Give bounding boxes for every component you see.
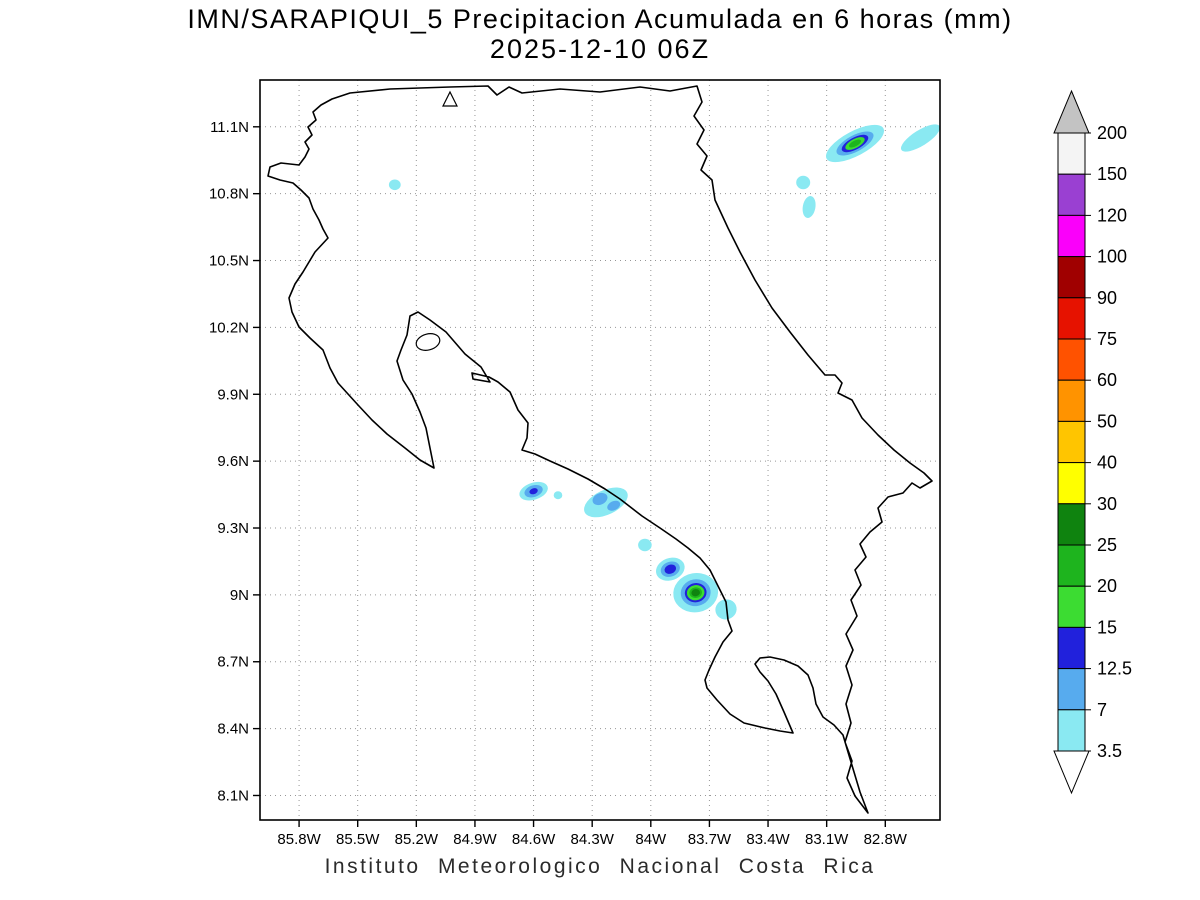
precip-cell-caribbean-coast-patch-b [802, 196, 816, 218]
precip-cell-caribbean-ne-cell [825, 124, 885, 163]
y-tick-label: 11.1N [210, 119, 249, 136]
colorbar-label: 60 [1097, 370, 1117, 390]
colorbar-label: 3.5 [1097, 741, 1122, 761]
colorbar-segment [1057, 503, 1086, 546]
x-tick-label: 84W [635, 831, 667, 848]
colorbar-segment [1057, 214, 1086, 258]
colorbar-segment [1057, 668, 1086, 711]
precip-ring-12.5mm [664, 564, 677, 574]
colorbar-label: 30 [1097, 494, 1117, 514]
x-tick-label: 84.9W [453, 831, 497, 848]
colorbar: 200 150 120 100 90 75 60 50 40 30 25 20 15 12.5 7 3.5 [1053, 89, 1132, 795]
x-tick-label: 85.5W [336, 831, 380, 848]
y-tick-label: 10.8N [209, 186, 249, 203]
colorbar-segment [1057, 585, 1086, 628]
y-tick-label: 8.4N [217, 721, 249, 738]
precip-ring-3.5mm [638, 538, 652, 552]
y-tick-label: 10.2N [209, 319, 249, 336]
costa-rica-coastline [267, 85, 933, 814]
precip-cell-guanacaste-dot [388, 179, 401, 191]
colorbar-label: 75 [1097, 329, 1117, 349]
colorbar-segment [1057, 338, 1086, 381]
colorbar-segment [1057, 420, 1086, 464]
colorbar-label: 50 [1097, 411, 1117, 431]
gulf-island-outline [415, 333, 441, 351]
y-tick-label: 9.9N [217, 386, 249, 403]
x-tick-label: 83.4W [746, 831, 790, 848]
colorbar-segment [1057, 379, 1086, 422]
x-tick-label: 83.7W [688, 831, 732, 848]
precip-layer [388, 124, 940, 620]
colorbar-label: 12.5 [1097, 659, 1132, 679]
precip-cell-caribbean-coast-patch-a [796, 175, 811, 190]
precip-ring-3.5mm [802, 196, 816, 218]
precip-cell-pacific-cell-inner [655, 557, 685, 581]
precip-cell-caribbean-ne-streak [900, 124, 940, 152]
colorbar-label: 40 [1097, 453, 1117, 473]
precip-ring-7mm [607, 500, 621, 511]
colorbar-label: 25 [1097, 535, 1117, 555]
precip-cell-pacific-dot-mid [638, 538, 652, 552]
precip-cell-pacific-cluster-central [584, 487, 628, 518]
x-tick-label: 82.8W [864, 831, 908, 848]
colorbar-segment [1057, 173, 1086, 216]
colorbar-label: 7 [1097, 700, 1107, 720]
colorbar-label: 15 [1097, 617, 1117, 637]
axis-layer: 85.8W 85.5W 85.2W 84.9W 84.6W 84.3W 84W 83.7W 83… [209, 119, 908, 848]
precip-ring-25mm [691, 589, 700, 597]
precip-ring-20mm [849, 139, 861, 148]
precip-cell-pacific-main-tail [715, 599, 737, 620]
chart-title: IMN/SARAPIQUI_5 Precipitacion Acumulada … [187, 4, 1013, 34]
colorbar-segment [1057, 132, 1086, 175]
plot-frame [259, 79, 941, 821]
precip-ring-3.5mm [796, 175, 811, 190]
y-tick-label: 9N [230, 587, 249, 604]
map-outline-layer [267, 85, 933, 814]
precip-ring-3.5mm [388, 179, 401, 191]
colorbar-segment [1057, 709, 1086, 752]
chart-subtitle: 2025-12-10 06Z [489, 34, 711, 64]
y-tick-label: 9.3N [217, 520, 249, 537]
colorbar-segment [1057, 256, 1086, 299]
y-tick-label: 8.1N [217, 787, 249, 804]
colorbar-segment [1057, 626, 1086, 670]
x-tick-label: 84.6W [512, 831, 556, 848]
x-tick-label: 85.8W [277, 831, 321, 848]
triangle-marker [442, 90, 458, 107]
colorbar-arrow-bottom [1053, 750, 1090, 795]
colorbar-segment [1057, 544, 1086, 587]
colorbar-label: 200 [1097, 123, 1127, 143]
precip-cell-pacific-dot-small [553, 491, 563, 500]
precip-ring-7mm [592, 492, 608, 506]
grid-layer [260, 80, 940, 820]
colorbar-label: 100 [1097, 247, 1127, 267]
colorbar-label: 90 [1097, 288, 1117, 308]
precip-cell-pacific-main-cell [673, 573, 719, 613]
colorbar-label: 120 [1097, 205, 1127, 225]
precip-ring-3.5mm [553, 491, 563, 500]
map-plot: 85.8W 85.5W 85.2W 84.9W 84.6W 84.3W 84W 83.7W 83… [209, 79, 941, 848]
y-tick-label: 9.6N [217, 453, 249, 470]
precip-cell-pacific-blob-west [519, 481, 548, 501]
colorbar-label: 20 [1097, 576, 1117, 596]
x-tick-label: 84.3W [571, 831, 615, 848]
colorbar-arrow-top [1053, 89, 1090, 134]
colorbar-segment [1057, 462, 1086, 505]
y-tick-label: 10.5N [209, 253, 249, 270]
x-tick-label: 83.1W [805, 831, 849, 848]
y-tick-label: 8.7N [217, 654, 249, 671]
colorbar-label: 150 [1097, 164, 1127, 184]
footer-caption: Instituto Meteorologico Nacional Costa R… [324, 855, 876, 878]
colorbar-segment [1057, 297, 1086, 340]
precip-ring-3.5mm [584, 487, 628, 518]
precip-ring-3.5mm [900, 124, 940, 152]
x-tick-label: 85.2W [395, 831, 439, 848]
precip-ring-12.5mm [529, 488, 538, 495]
precip-ring-3.5mm [715, 599, 737, 620]
